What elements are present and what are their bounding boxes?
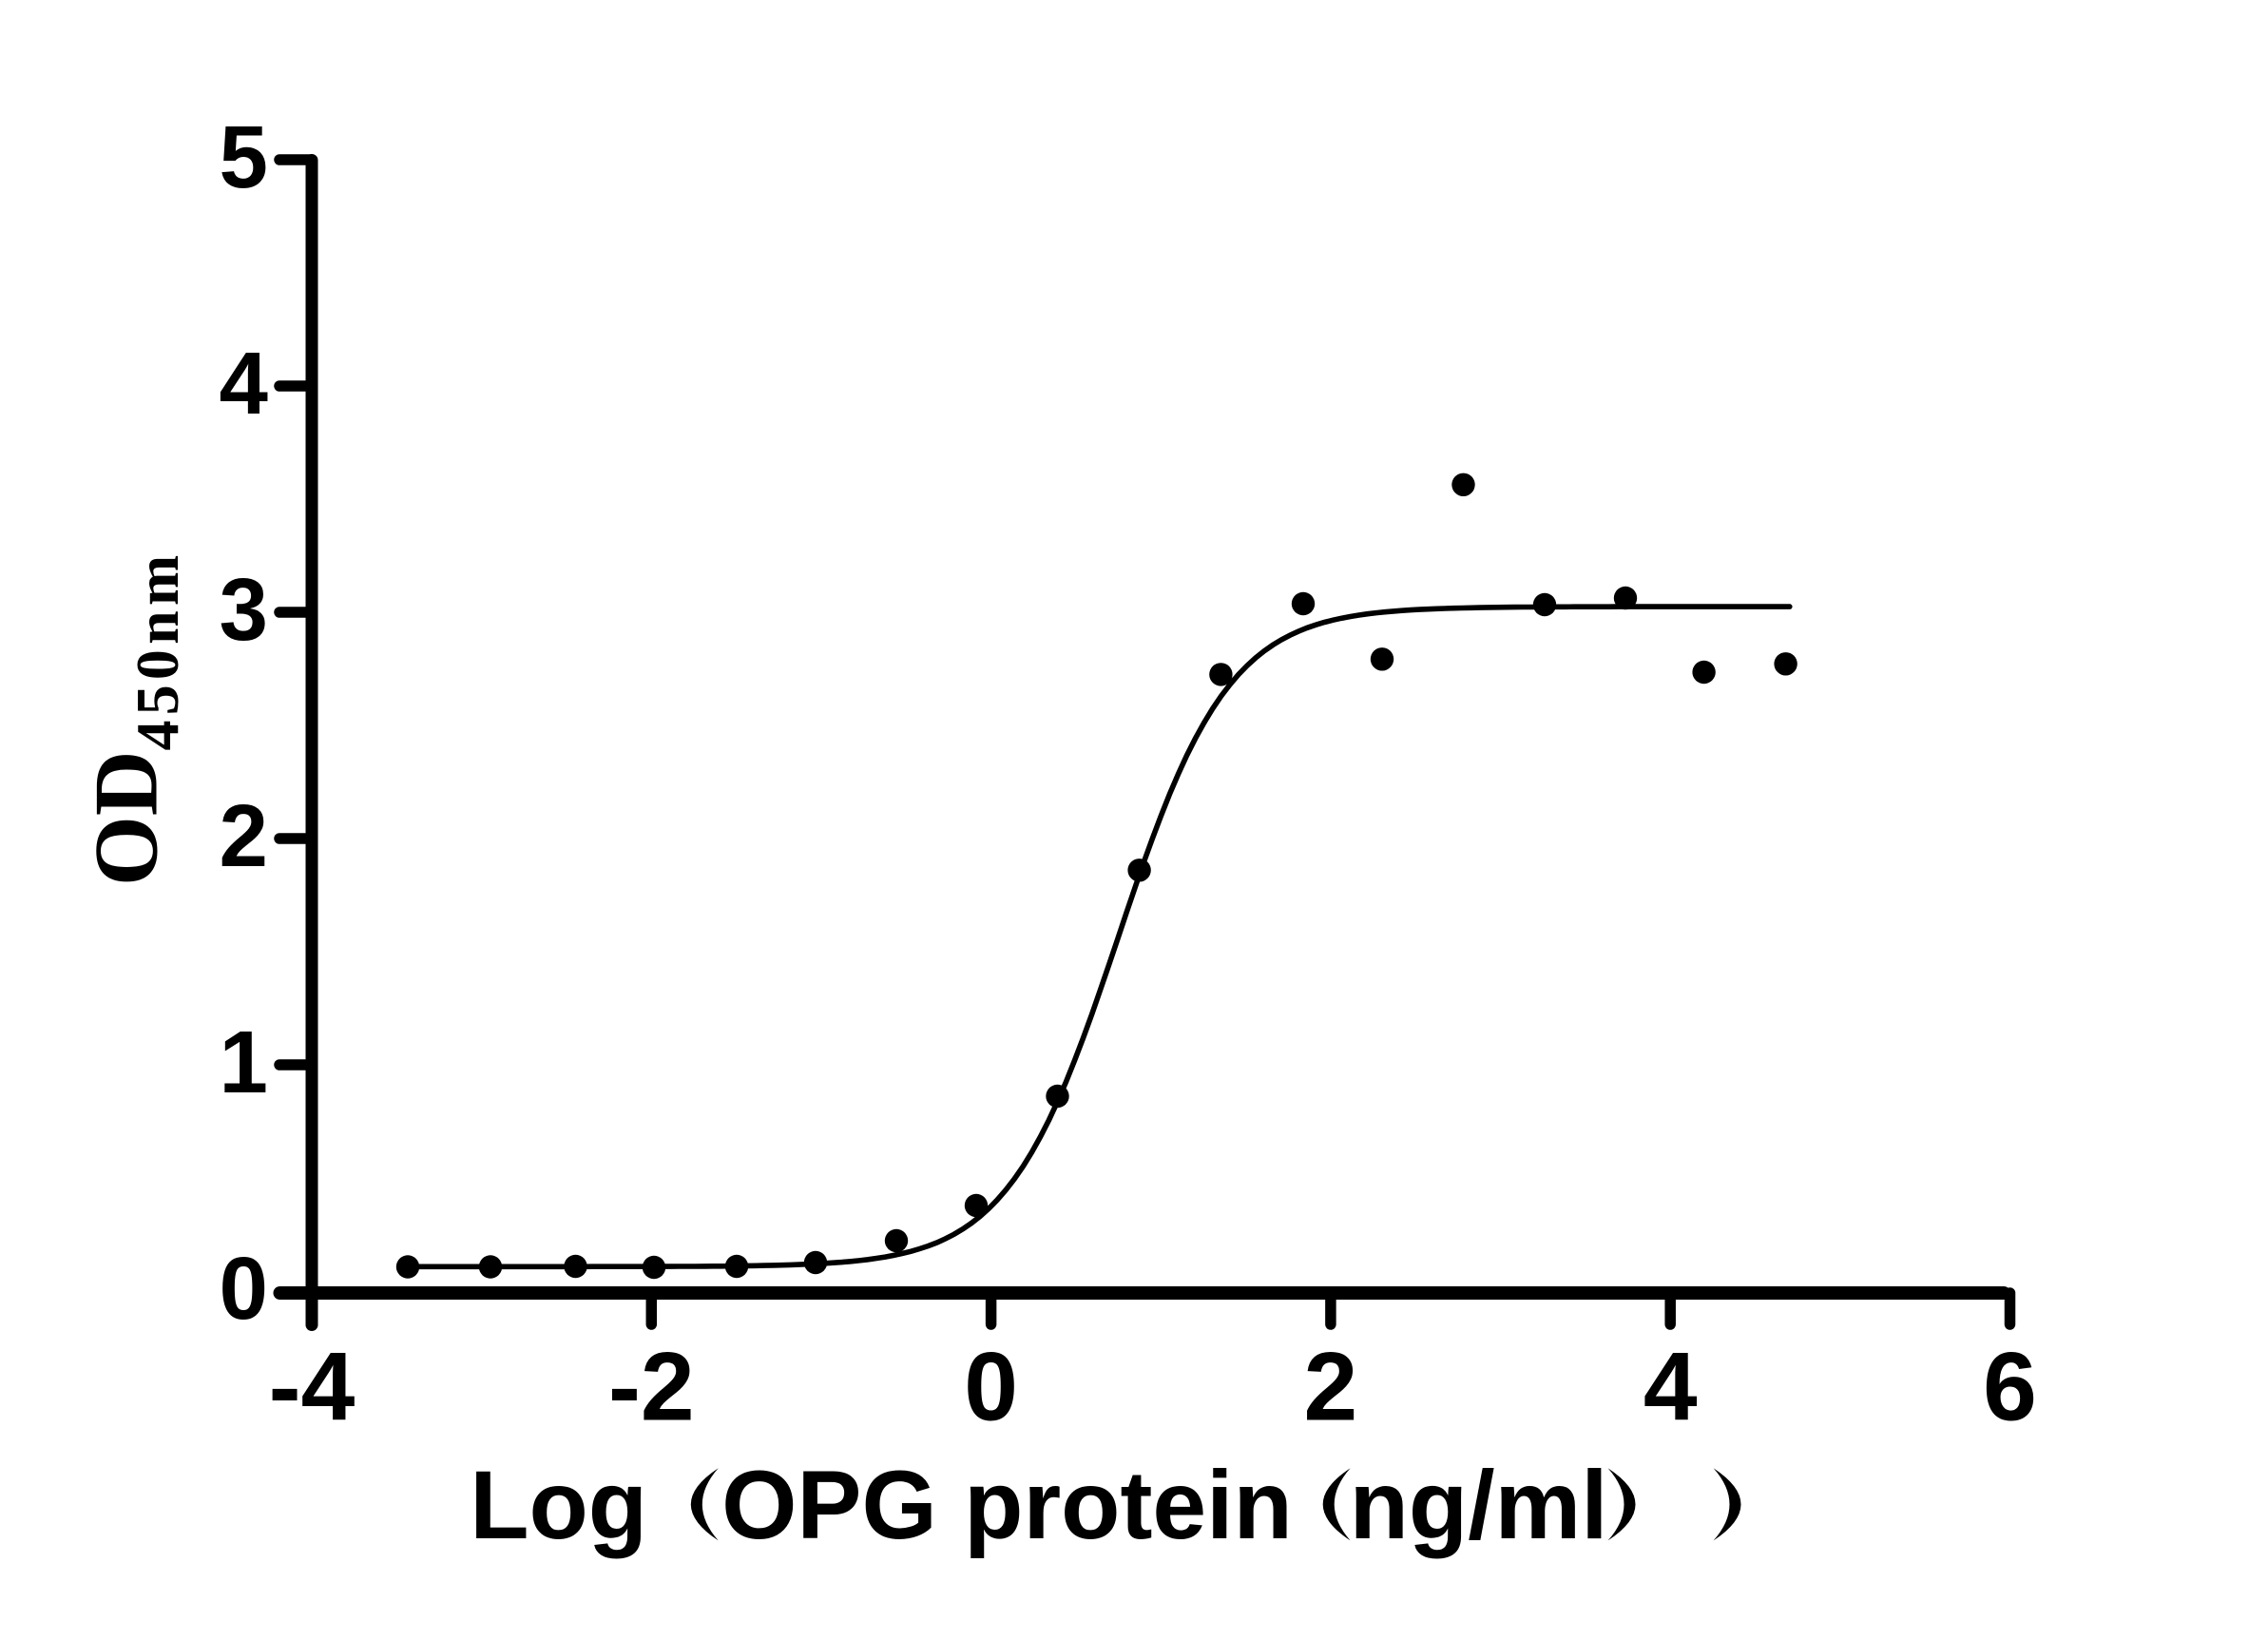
svg-text:Log: Log	[470, 1451, 647, 1559]
svg-text:5: 5	[220, 107, 268, 206]
svg-text:2: 2	[220, 786, 268, 885]
svg-text:-4: -4	[269, 1333, 356, 1441]
svg-text:OPG protein: OPG protein	[721, 1451, 1293, 1559]
svg-text:1: 1	[220, 1013, 268, 1111]
svg-text:4: 4	[220, 334, 268, 433]
svg-text:0: 0	[964, 1333, 1018, 1441]
svg-text:0: 0	[220, 1239, 268, 1338]
svg-text:2: 2	[1304, 1333, 1358, 1441]
svg-text:6: 6	[1983, 1333, 2037, 1441]
svg-text:4: 4	[1643, 1333, 1698, 1441]
svg-text:3: 3	[220, 560, 268, 659]
svg-text:ng/ml: ng/ml	[1350, 1451, 1608, 1559]
svg-text:-2: -2	[608, 1333, 695, 1441]
